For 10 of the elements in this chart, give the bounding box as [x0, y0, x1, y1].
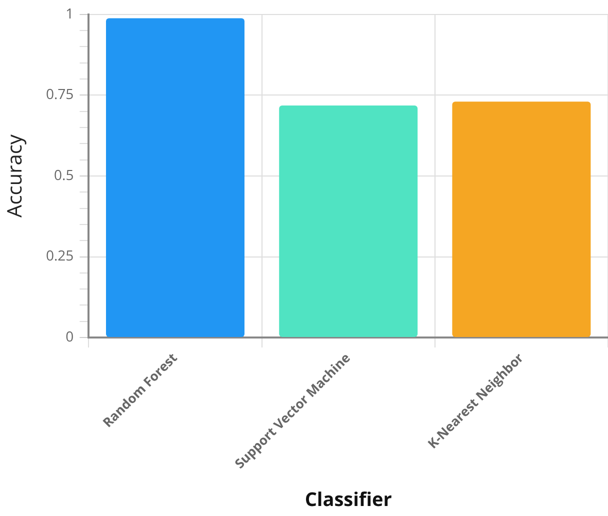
y-tick-label: 1	[66, 4, 74, 24]
y-tick-label: 0	[66, 328, 74, 347]
y-axis-title: Accuracy	[0, 134, 28, 218]
bar	[106, 18, 244, 338]
x-axis-title: Classifier	[304, 486, 392, 512]
y-tick-label: 0.75	[46, 85, 74, 104]
bar	[452, 102, 591, 338]
y-tick-label: 0.25	[46, 246, 74, 266]
y-tick-label: 0.5	[54, 166, 74, 185]
bar	[279, 106, 418, 338]
